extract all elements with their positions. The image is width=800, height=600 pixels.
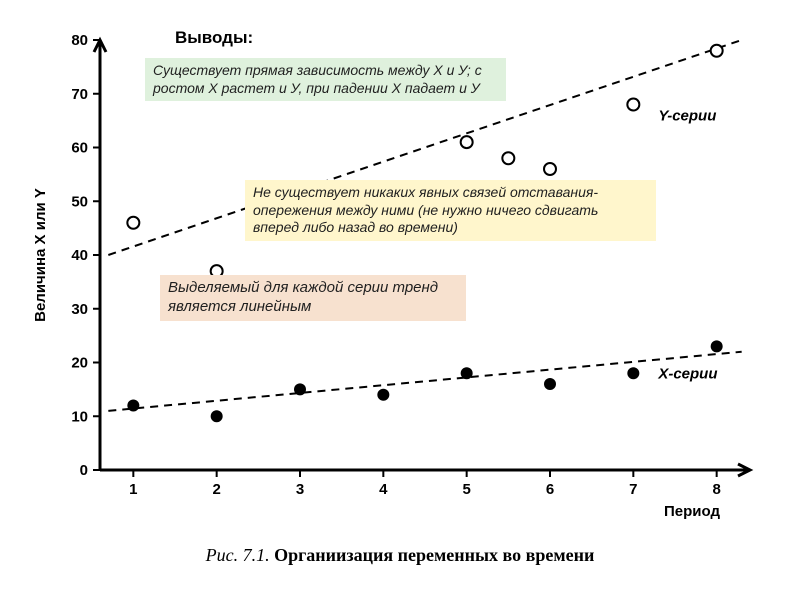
svg-text:4: 4 [379,481,388,498]
annotation-linear-trend: Выделяемый для каждой серии тренд являет… [160,275,466,321]
svg-text:3: 3 [296,481,304,498]
svg-text:Величина X или Y: Величина X или Y [32,188,49,322]
svg-text:80: 80 [71,32,88,49]
svg-text:Y-серии: Y-серии [658,108,716,125]
svg-text:70: 70 [71,86,88,103]
svg-text:20: 20 [71,355,88,372]
annotation-direct-relationship: Существует прямая зависимость между X и … [145,58,506,101]
svg-text:40: 40 [71,247,88,264]
svg-text:5: 5 [462,481,470,498]
svg-text:X-серии: X-серии [657,366,717,383]
svg-text:8: 8 [712,481,720,498]
svg-text:Период: Период [664,503,720,520]
svg-text:0: 0 [80,462,88,479]
svg-text:7: 7 [629,481,637,498]
svg-text:50: 50 [71,193,88,210]
caption-text: Органиизация переменных во времени [274,545,594,565]
svg-text:10: 10 [71,408,88,425]
figure-caption: Рис. 7.1. Органиизация переменных во вре… [0,545,800,566]
conclusions-heading: Выводы: [175,28,253,48]
svg-text:6: 6 [546,481,554,498]
annotation-no-lag-lead: Не существует никаких явных связей отста… [245,180,656,241]
svg-text:2: 2 [212,481,220,498]
caption-prefix: Рис. 7.1. [206,545,274,565]
svg-text:60: 60 [71,140,88,157]
svg-text:1: 1 [129,481,137,498]
svg-text:30: 30 [71,301,88,318]
